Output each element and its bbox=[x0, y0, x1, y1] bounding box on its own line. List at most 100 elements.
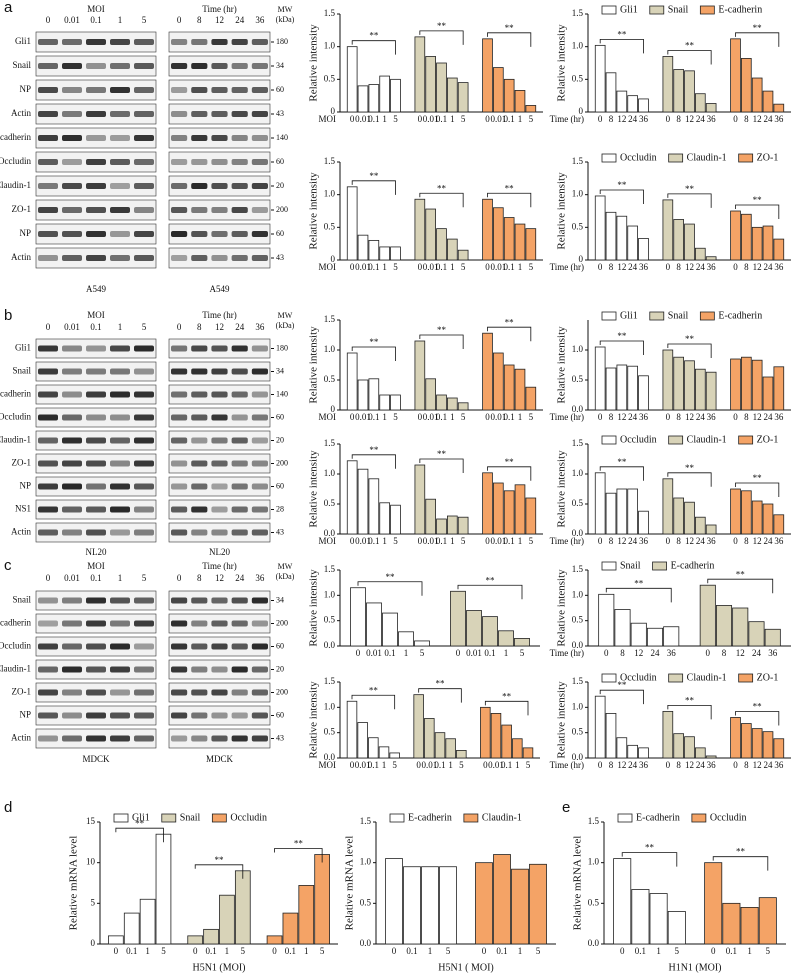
significance-label: ** bbox=[505, 23, 515, 33]
legend-swatch bbox=[601, 673, 617, 683]
bar bbox=[762, 503, 774, 535]
x-tick-label: 5 bbox=[529, 262, 534, 272]
bar bbox=[490, 713, 502, 759]
x-tick-label: 5 bbox=[392, 760, 397, 770]
significance-bracket bbox=[712, 856, 769, 871]
y-tick-label: 1.0 bbox=[324, 701, 336, 711]
blot-band bbox=[134, 506, 154, 513]
blot-band bbox=[211, 460, 228, 467]
blot-band bbox=[86, 689, 106, 696]
legend-swatch bbox=[649, 5, 665, 15]
blot-band bbox=[171, 368, 188, 375]
blot-band bbox=[251, 529, 268, 536]
blot-row-label: Actin bbox=[11, 252, 31, 262]
blot-band bbox=[231, 506, 248, 513]
bar bbox=[447, 77, 458, 113]
bar bbox=[730, 210, 741, 261]
blot-band bbox=[86, 111, 106, 117]
blot-band bbox=[110, 529, 130, 536]
x-tick-label: 12 bbox=[685, 536, 694, 546]
x-tick-label: 1 bbox=[382, 114, 387, 124]
legend-label: Snail bbox=[180, 812, 201, 823]
blot-band bbox=[171, 414, 188, 421]
x-tick-label: 1 bbox=[747, 946, 752, 956]
bar bbox=[436, 518, 447, 535]
bar bbox=[447, 397, 458, 411]
x-tick-label: 24 bbox=[628, 114, 638, 124]
blot-band bbox=[86, 437, 106, 444]
bar bbox=[366, 602, 382, 647]
blot-band bbox=[191, 506, 208, 513]
blot-band bbox=[171, 255, 188, 261]
bar bbox=[482, 616, 498, 647]
panel-label: a bbox=[4, 0, 13, 16]
blot-row-label: Occludin bbox=[0, 412, 31, 422]
bar bbox=[123, 912, 140, 945]
mw-label: 180 bbox=[276, 343, 288, 352]
lane-label: 12 bbox=[215, 15, 224, 25]
blot-band bbox=[38, 735, 58, 742]
y-tick-label: 1.0 bbox=[324, 589, 336, 599]
significance-bracket bbox=[667, 50, 712, 65]
blot-band bbox=[62, 529, 82, 536]
x-tick-label: 1 bbox=[450, 412, 455, 422]
x-tick-label: 1 bbox=[518, 412, 523, 422]
lane-label: 5 bbox=[142, 322, 147, 332]
legend-swatch bbox=[601, 5, 617, 15]
blot-band bbox=[251, 620, 268, 627]
blot-band bbox=[110, 255, 130, 261]
x-tick-label: 0 bbox=[418, 412, 423, 422]
cell-line: MDCK bbox=[82, 754, 110, 764]
x-tick-label: 0 bbox=[666, 760, 671, 770]
bar bbox=[266, 935, 283, 945]
x-tick-label: 12 bbox=[617, 412, 626, 422]
blot-band bbox=[86, 39, 106, 45]
blot-band bbox=[231, 735, 248, 742]
blot-band bbox=[171, 712, 188, 719]
bar bbox=[357, 234, 369, 261]
blot-band bbox=[86, 183, 106, 189]
bar bbox=[512, 738, 523, 759]
x-tick-label: 5 bbox=[461, 262, 466, 272]
bar bbox=[382, 612, 398, 647]
bar bbox=[741, 58, 752, 113]
blot-header: Time (hr) bbox=[202, 4, 236, 14]
mw-title: (kDa) bbox=[276, 572, 295, 581]
bar bbox=[457, 82, 469, 113]
x-tick-label: 5 bbox=[529, 114, 534, 124]
x-tick-label: 0.1 bbox=[384, 648, 395, 658]
blot-band bbox=[211, 483, 228, 490]
bar bbox=[155, 833, 172, 945]
significance-bracket bbox=[487, 32, 532, 47]
x-tick-label: 0 bbox=[733, 114, 738, 124]
bar bbox=[662, 478, 674, 535]
x-axis-title: MOI bbox=[319, 536, 337, 546]
x-tick-label: 0.1 bbox=[726, 946, 737, 956]
significance-label: ** bbox=[634, 578, 644, 588]
bar bbox=[498, 630, 514, 647]
blot-band bbox=[191, 689, 208, 696]
significance-bracket bbox=[115, 827, 164, 843]
blot-band bbox=[231, 87, 248, 93]
bar bbox=[482, 198, 493, 261]
x-tick-label: 36 bbox=[707, 536, 717, 546]
bar bbox=[493, 352, 504, 411]
lane-label: 0.1 bbox=[90, 322, 101, 332]
y-tick-label: 0.5 bbox=[572, 221, 584, 231]
x-tick-label: 0.1 bbox=[484, 648, 495, 658]
significance-bracket bbox=[484, 700, 529, 716]
bar bbox=[631, 889, 650, 945]
blot-band bbox=[251, 63, 268, 69]
x-tick-label: 5 bbox=[393, 262, 398, 272]
blot-band bbox=[62, 620, 82, 627]
blot-row-label: Claudin-1 bbox=[0, 664, 31, 674]
mw-label: 43 bbox=[276, 109, 284, 118]
x-tick-label: 12 bbox=[753, 262, 762, 272]
significance-bracket bbox=[457, 584, 523, 600]
x-tick-label: 24 bbox=[628, 760, 638, 770]
bar bbox=[594, 695, 606, 759]
x-tick-label: 12 bbox=[753, 760, 762, 770]
y-tick-label: 0.0 bbox=[324, 528, 336, 538]
legend-label: Occludin bbox=[620, 434, 657, 445]
blot-band bbox=[231, 414, 248, 421]
